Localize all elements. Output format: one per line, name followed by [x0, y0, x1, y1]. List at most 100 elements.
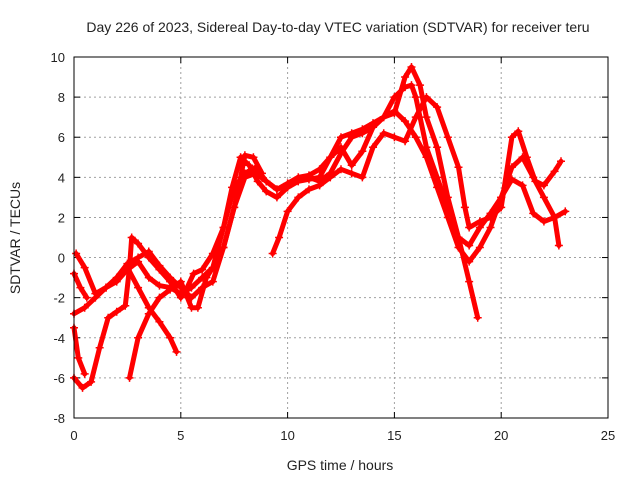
- point-marker: [262, 187, 271, 196]
- point-marker: [74, 353, 83, 362]
- point-marker: [166, 285, 175, 294]
- point-marker: [443, 193, 452, 202]
- point-marker: [347, 169, 356, 178]
- point-marker: [176, 293, 185, 302]
- point-marker: [219, 223, 228, 232]
- point-marker: [518, 181, 527, 190]
- point-marker: [358, 173, 367, 182]
- point-marker: [208, 263, 217, 272]
- y-tick-label: -6: [53, 371, 65, 386]
- point-marker: [72, 249, 81, 258]
- y-tick-label: -4: [53, 331, 65, 346]
- point-marker: [236, 173, 245, 182]
- point-marker: [514, 127, 523, 136]
- axis-ticks: [73, 56, 609, 419]
- x-tick-label: 10: [280, 428, 294, 443]
- point-marker: [554, 241, 563, 250]
- point-marker: [497, 203, 506, 212]
- point-marker: [390, 109, 399, 118]
- point-marker: [283, 207, 292, 216]
- point-marker: [422, 153, 431, 162]
- point-marker: [95, 343, 104, 352]
- point-marker: [337, 133, 345, 142]
- series-trace-1: [73, 82, 568, 297]
- point-marker: [189, 269, 198, 278]
- series-trace-5: [127, 152, 265, 381]
- point-marker: [433, 103, 442, 112]
- point-marker: [121, 301, 130, 310]
- series-trace-8: [124, 265, 179, 355]
- point-marker: [315, 181, 324, 190]
- point-marker: [411, 113, 420, 122]
- point-marker: [268, 249, 277, 258]
- point-marker: [550, 213, 559, 222]
- x-tick-label: 15: [387, 428, 401, 443]
- point-marker: [102, 283, 111, 292]
- point-marker: [433, 143, 442, 152]
- point-marker: [193, 303, 202, 312]
- point-marker: [245, 161, 254, 170]
- point-marker: [155, 293, 164, 302]
- point-marker: [80, 263, 89, 272]
- point-marker: [240, 151, 249, 160]
- point-marker: [112, 307, 121, 316]
- point-marker: [228, 183, 237, 192]
- point-marker: [369, 143, 378, 152]
- point-marker: [407, 81, 416, 90]
- point-marker: [198, 265, 207, 274]
- grid-lines: [74, 57, 608, 418]
- point-marker: [473, 313, 482, 322]
- point-marker: [144, 303, 153, 312]
- point-marker: [123, 263, 132, 272]
- y-tick-label: 6: [58, 130, 65, 145]
- y-tick-label: 8: [58, 90, 65, 105]
- point-marker: [401, 117, 410, 126]
- point-marker: [379, 113, 388, 122]
- x-tick-label: 0: [70, 428, 77, 443]
- point-marker: [522, 153, 531, 162]
- point-marker: [531, 177, 540, 186]
- point-marker: [379, 129, 388, 138]
- point-marker: [104, 313, 113, 322]
- point-marker: [87, 377, 96, 386]
- y-tick-label: -2: [53, 291, 65, 306]
- point-marker: [155, 281, 164, 290]
- point-marker: [127, 233, 136, 242]
- point-marker: [401, 137, 410, 146]
- point-marker: [422, 113, 431, 122]
- point-marker: [529, 209, 538, 218]
- point-marker: [208, 277, 217, 286]
- point-marker: [460, 203, 469, 212]
- point-marker: [454, 233, 463, 242]
- point-marker: [433, 183, 442, 192]
- y-tick-label: 4: [58, 170, 65, 185]
- point-marker: [326, 153, 335, 162]
- point-marker: [80, 303, 89, 312]
- point-marker: [253, 177, 262, 186]
- point-marker: [347, 129, 356, 138]
- point-marker: [80, 369, 89, 378]
- point-marker: [401, 73, 410, 82]
- y-tick-label: 10: [51, 50, 65, 65]
- point-marker: [202, 273, 211, 282]
- point-marker: [275, 233, 284, 242]
- x-tick-labels: 0 5 10 15 20 25: [70, 428, 615, 443]
- point-marker: [134, 283, 143, 292]
- point-marker: [411, 133, 420, 142]
- point-marker: [78, 383, 87, 392]
- point-marker: [369, 119, 378, 128]
- point-marker: [416, 81, 425, 90]
- y-tick-label: -8: [53, 411, 65, 426]
- series-trace-6: [71, 325, 88, 377]
- point-marker: [390, 133, 399, 142]
- point-marker: [337, 165, 345, 174]
- point-marker: [486, 223, 495, 232]
- point-marker: [112, 273, 121, 282]
- point-marker: [326, 173, 335, 182]
- series-trace-4: [270, 94, 564, 256]
- point-marker: [249, 153, 258, 162]
- y-axis-label: SDTVAR / TECUs: [7, 182, 23, 294]
- point-marker: [144, 273, 153, 282]
- point-marker: [76, 283, 85, 292]
